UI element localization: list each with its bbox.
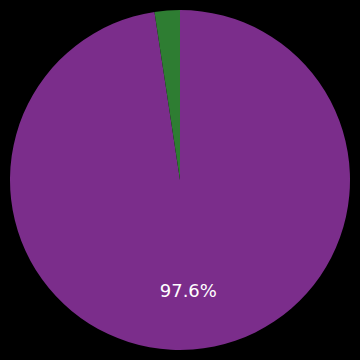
pie-slice — [154, 10, 180, 180]
data-label: 97.6% — [160, 280, 217, 301]
pie: 97.6% — [10, 10, 350, 350]
chart: 97.6% — [0, 0, 360, 360]
pie-slice — [10, 10, 350, 350]
